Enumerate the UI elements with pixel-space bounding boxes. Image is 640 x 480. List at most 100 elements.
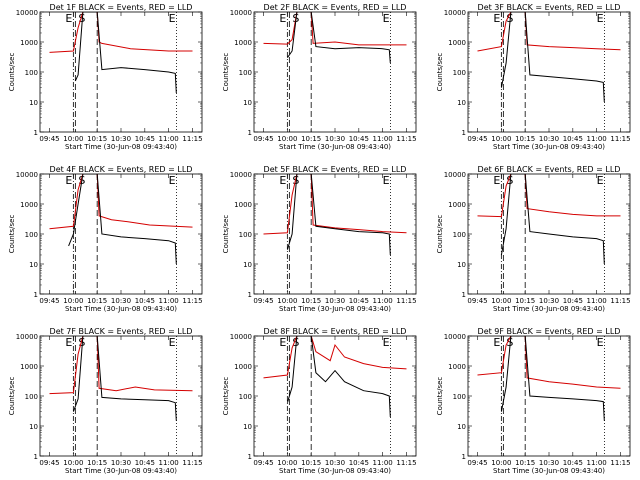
y-tick-label: 100	[453, 69, 466, 77]
x-tick-label: 09:45	[39, 135, 59, 143]
panel-frame	[39, 11, 203, 133]
x-tick-label: 09:45	[253, 297, 273, 305]
x-tick-label: 10:30	[325, 459, 345, 467]
x-tick-label: 10:30	[325, 135, 345, 143]
x-tick-label: 10:00	[63, 297, 83, 305]
x-tick-label: 10:15	[87, 297, 107, 305]
x-tick-label: 10:00	[491, 297, 511, 305]
y-tick-label: 10000	[444, 333, 466, 341]
x-tick-label: 10:15	[301, 297, 321, 305]
y-tick-label: 1	[462, 129, 466, 137]
y-tick-label: 1000	[20, 363, 38, 371]
events-series-line	[500, 12, 605, 103]
x-axis-label: Start Time (30-Jun-08 09:43:40)	[279, 467, 391, 475]
x-tick-label: 10:15	[87, 135, 107, 143]
y-axis-label: Counts/sec	[8, 53, 16, 92]
events-series-line	[286, 336, 391, 418]
y-tick-label: 10	[243, 99, 252, 107]
x-axis-label: Start Time (30-Jun-08 09:43:40)	[279, 143, 391, 151]
y-tick-label: 1	[248, 453, 252, 461]
x-axis-label: Start Time (30-Jun-08 09:43:40)	[65, 143, 177, 151]
y-tick-label: 10000	[230, 9, 252, 17]
y-tick-label: 1	[34, 129, 38, 137]
x-tick-label: 11:15	[610, 459, 630, 467]
x-axis-label: Start Time (30-Jun-08 09:43:40)	[493, 143, 605, 151]
x-tick-label: 11:15	[396, 459, 416, 467]
x-tick-label: 10:15	[301, 135, 321, 143]
y-tick-label: 10	[243, 261, 252, 269]
x-tick-label: 10:00	[63, 135, 83, 143]
events-series-line	[286, 12, 391, 64]
x-tick-label: 10:15	[515, 459, 535, 467]
y-axis-label: Counts/sec	[436, 377, 444, 416]
x-tick-label: 10:30	[325, 297, 345, 305]
panel-frame	[253, 11, 417, 133]
time-marker-label: E	[65, 336, 72, 349]
y-tick-label: 1000	[20, 39, 38, 47]
x-tick-label: 11:15	[396, 297, 416, 305]
x-tick-label: 10:15	[515, 297, 535, 305]
y-tick-label: 100	[239, 231, 252, 239]
time-marker-label: E	[383, 174, 390, 187]
events-series-line	[68, 174, 177, 265]
lld-series-line	[263, 12, 407, 46]
x-tick-label: 10:45	[135, 297, 155, 305]
time-marker-label: E	[169, 336, 176, 349]
lld-series-line	[49, 336, 193, 395]
panel-title: Det 1F BLACK = Events, RED = LLD	[50, 3, 193, 12]
x-tick-label: 11:00	[587, 297, 607, 305]
x-tick-label: 10:45	[135, 459, 155, 467]
y-tick-label: 1	[462, 291, 466, 299]
lld-series-line	[49, 174, 193, 230]
x-tick-label: 10:00	[63, 459, 83, 467]
x-tick-label: 10:45	[563, 297, 583, 305]
panel-title: Det 5F BLACK = Events, RED = LLD	[264, 165, 407, 174]
time-marker-label: E	[279, 12, 286, 25]
y-tick-label: 100	[453, 393, 466, 401]
y-tick-label: 100	[25, 393, 38, 401]
x-tick-label: 11:15	[182, 459, 202, 467]
x-axis-label: Start Time (30-Jun-08 09:43:40)	[65, 467, 177, 475]
x-tick-label: 10:45	[349, 135, 369, 143]
x-tick-label: 10:00	[491, 459, 511, 467]
x-tick-label: 10:15	[301, 459, 321, 467]
time-marker-label: E	[597, 12, 604, 25]
y-tick-label: 1000	[448, 201, 466, 209]
y-tick-label: 1000	[448, 39, 466, 47]
y-tick-label: 1000	[234, 39, 252, 47]
x-tick-label: 09:45	[467, 297, 487, 305]
time-marker-label: E	[597, 336, 604, 349]
y-axis-label: Counts/sec	[436, 53, 444, 92]
time-marker-label: S	[78, 336, 85, 349]
y-tick-label: 10000	[16, 333, 38, 341]
time-marker-label: E	[597, 174, 604, 187]
x-tick-label: 09:45	[39, 297, 59, 305]
time-marker-label: E	[383, 336, 390, 349]
panel-frame	[39, 335, 203, 457]
panel-frame	[467, 11, 631, 133]
x-tick-label: 09:45	[467, 135, 487, 143]
y-axis-label: Counts/sec	[8, 215, 16, 254]
time-marker-label: E	[169, 12, 176, 25]
x-tick-label: 11:00	[587, 459, 607, 467]
x-tick-label: 10:45	[135, 135, 155, 143]
y-tick-label: 100	[25, 231, 38, 239]
x-axis-label: Start Time (30-Jun-08 09:43:40)	[493, 467, 605, 475]
y-axis-label: Counts/sec	[436, 215, 444, 254]
panel-title: Det 4F BLACK = Events, RED = LLD	[50, 165, 193, 174]
y-axis-label: Counts/sec	[222, 53, 230, 92]
y-tick-label: 100	[239, 69, 252, 77]
y-tick-label: 1	[248, 291, 252, 299]
panel-frame	[253, 173, 417, 295]
y-tick-label: 10	[457, 423, 466, 431]
x-tick-label: 09:45	[253, 135, 273, 143]
y-tick-label: 10	[29, 99, 38, 107]
x-tick-label: 11:00	[373, 135, 393, 143]
x-tick-label: 10:30	[111, 135, 131, 143]
events-series-line	[500, 336, 605, 421]
x-tick-label: 11:15	[610, 297, 630, 305]
x-tick-label: 09:45	[39, 459, 59, 467]
time-marker-label: E	[279, 174, 286, 187]
x-tick-label: 10:00	[277, 135, 297, 143]
x-tick-label: 11:00	[373, 297, 393, 305]
